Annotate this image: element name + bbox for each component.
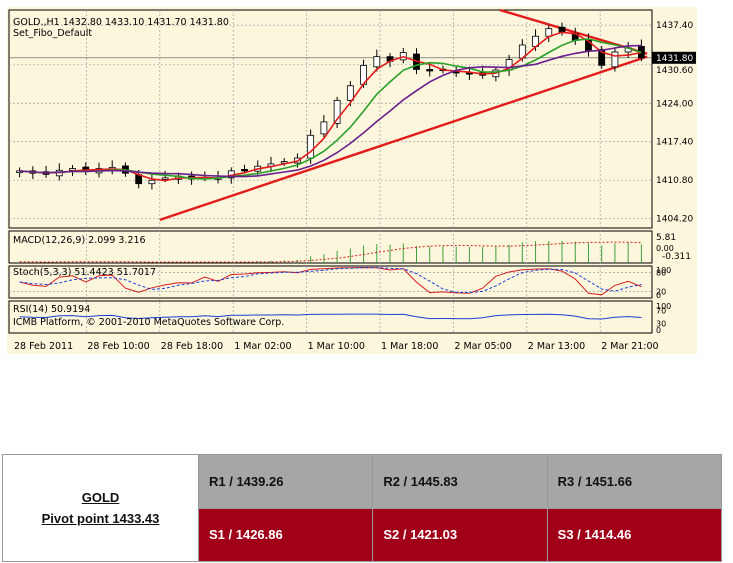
rsi-label: RSI(14) 50.9194 — [13, 304, 90, 315]
rsi-scale: 30 — [656, 319, 666, 328]
candle-body — [426, 69, 434, 72]
price-tick: 1424.00 — [656, 99, 693, 109]
moving-averages — [19, 31, 642, 182]
pivot-title-cell: GOLD Pivot point 1433.43 — [2, 454, 199, 562]
support-1: S1 / 1426.86 — [197, 507, 374, 562]
candle-body — [611, 51, 619, 68]
rsi-scale: 70 — [656, 307, 666, 316]
candle-body — [320, 121, 328, 135]
current-price-label: 1431.80 — [656, 54, 693, 64]
price-tick: 1430.60 — [656, 66, 693, 76]
chart-template-label: Set_Fibo_Default — [13, 28, 92, 39]
candle-body — [558, 26, 566, 33]
candle-body — [333, 99, 341, 124]
stoch-k-line — [19, 266, 642, 296]
candle-body — [346, 85, 354, 101]
macd-scale-min: -0.311 — [662, 252, 691, 262]
support-row: S1 / 1426.86 S2 / 1421.03 S3 / 1414.46 — [3, 507, 723, 562]
price-tick: 1410.80 — [656, 176, 693, 186]
time-tick: 1 Mar 10:00 — [308, 341, 365, 352]
stoch-scale: 20 — [656, 288, 666, 297]
stoch-scale: 80 — [656, 268, 666, 277]
time-tick: 28 Feb 2011 — [14, 341, 73, 352]
trendline — [159, 55, 648, 221]
stoch-label: Stoch(5,3,3) 51.4423 51.7017 — [13, 267, 156, 278]
time-tick: 28 Feb 10:00 — [87, 341, 149, 352]
price-tick: 1404.20 — [656, 215, 693, 225]
support-2: S2 / 1421.03 — [372, 507, 548, 562]
resistance-3: R3 / 1451.66 — [546, 454, 723, 509]
candle-body — [598, 48, 606, 66]
time-tick: 1 Mar 02:00 — [234, 341, 291, 352]
candle-body — [307, 134, 315, 159]
ma-fast-line — [19, 31, 642, 182]
panel-frame — [8, 230, 653, 264]
ma-mid-line — [19, 38, 642, 180]
pivot-table: GOLD Pivot point 1433.43 R1 / 1439.26 R2… — [2, 454, 723, 562]
pivot-point-label[interactable]: Pivot point 1433.43 — [41, 511, 160, 526]
support-3: S3 / 1414.46 — [546, 507, 723, 562]
price-tick: 1417.40 — [656, 138, 693, 148]
chart-ohlc-header: GOLD.,H1 1432.80 1433.10 1431.70 1431.80 — [13, 17, 229, 28]
candle-body — [280, 161, 288, 164]
macd-label: MACD(12,26,9) 2.099 3.216 — [13, 235, 146, 246]
time-tick: 1 Mar 18:00 — [381, 341, 438, 352]
resistance-row: GOLD Pivot point 1433.43 R1 / 1439.26 R2… — [2, 454, 723, 562]
macd-scale-zero: 0.00 — [656, 244, 674, 253]
candles — [16, 22, 645, 190]
time-tick: 2 Mar 13:00 — [528, 341, 585, 352]
candle-body — [373, 56, 381, 68]
stoch-scale: 100 — [656, 266, 671, 275]
rsi-scale: 0 — [656, 326, 661, 335]
stoch-scale: 0 — [656, 291, 661, 300]
pivot-symbol[interactable]: GOLD — [81, 490, 120, 505]
axes: 1437.40 1424.00 1417.40 1410.80 1404.20 1431.… — [14, 21, 696, 352]
candle-body — [241, 169, 248, 172]
candle-body — [148, 179, 156, 185]
panel-frame — [8, 300, 653, 334]
price-tick: 1437.40 — [656, 21, 693, 31]
rsi-line — [19, 313, 642, 320]
stoch-d-line — [19, 267, 642, 294]
candle-body — [69, 168, 76, 171]
copyright-label: ICMB Platform, © 2001-2010 MetaQuotes So… — [13, 317, 284, 328]
current-price-tag — [652, 51, 696, 64]
price-chart[interactable]: 5.81 0.00 -0.311 100 80 20 0 100 70 30 0 1437.40 14… — [7, 7, 697, 354]
panel-frame — [8, 265, 653, 299]
macd-scale-max: 5.81 — [656, 233, 676, 243]
time-tick: 2 Mar 21:00 — [601, 341, 658, 352]
rsi-scale: 100 — [656, 302, 671, 311]
ma-slow-line — [19, 44, 642, 178]
resistance-1: R1 / 1439.26 — [197, 454, 374, 509]
time-tick: 2 Mar 05:00 — [454, 341, 511, 352]
resistance-2: R2 / 1445.83 — [372, 454, 548, 509]
time-tick: 28 Feb 18:00 — [161, 341, 223, 352]
candle-body — [161, 177, 169, 180]
panel-frame — [8, 9, 653, 229]
